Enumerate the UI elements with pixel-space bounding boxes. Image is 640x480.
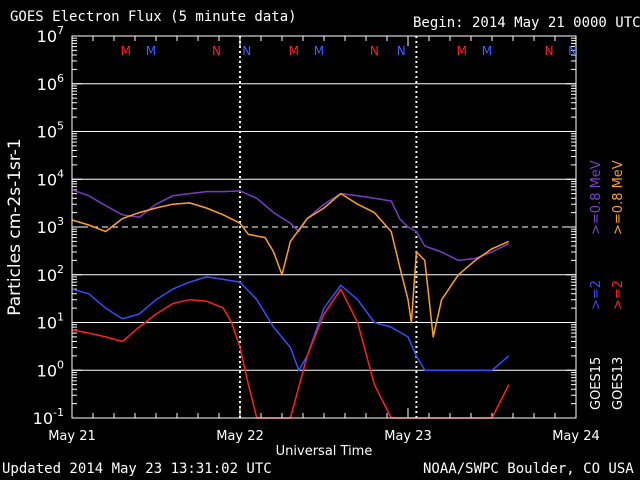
series-line bbox=[71, 192, 510, 338]
legend-2mev: >=2 bbox=[589, 280, 604, 310]
y-axis-label: Particles cm-2s-1sr-1 bbox=[5, 138, 25, 315]
x-tick-label: May 21 bbox=[48, 429, 96, 444]
legend-satellite: GOES15 bbox=[589, 357, 604, 410]
legend-entry: GOES15 >=2 >=0.8 MeV bbox=[589, 160, 604, 410]
mn-marker: N bbox=[370, 44, 379, 58]
series-line bbox=[71, 189, 510, 262]
mn-marker: M bbox=[457, 44, 467, 58]
mn-marker: M bbox=[482, 44, 492, 58]
series-line bbox=[71, 288, 510, 419]
updated-timestamp: Updated 2014 May 23 13:31:02 UTC bbox=[2, 461, 272, 477]
mn-marker: M bbox=[146, 44, 156, 58]
chart-title: GOES Electron Flux (5 minute data) bbox=[10, 9, 297, 25]
y-tick-label: 103 bbox=[37, 215, 64, 237]
x-tick-label: May 22 bbox=[216, 429, 264, 444]
y-tick-label: 107 bbox=[37, 24, 64, 46]
series-line bbox=[71, 276, 510, 372]
mn-marker: M bbox=[289, 44, 299, 58]
legend-entry: GOES13 >=2 >=0.8 MeV bbox=[611, 160, 626, 410]
legend-satellite: GOES13 bbox=[611, 357, 626, 410]
x-tick-label: May 23 bbox=[384, 429, 432, 444]
y-tick-label: 106 bbox=[37, 72, 64, 94]
legend-08mev: >=0.8 MeV bbox=[589, 160, 604, 235]
mn-marker: M bbox=[121, 44, 131, 58]
y-tick-label: 10-1 bbox=[33, 406, 64, 428]
y-tick-label: 105 bbox=[37, 120, 64, 142]
mn-marker: M bbox=[314, 44, 324, 58]
x-tick-label: May 24 bbox=[552, 429, 600, 444]
legend-08mev: >=0.8 MeV bbox=[611, 160, 626, 235]
y-tick-label: 102 bbox=[37, 263, 64, 285]
y-tick-label: 101 bbox=[37, 311, 64, 333]
legend-2mev: >=2 bbox=[611, 280, 626, 310]
begin-time-label: Begin: 2014 May 21 0000 UTC bbox=[413, 15, 640, 31]
x-axis-label: Universal Time bbox=[276, 444, 373, 459]
mn-marker: N bbox=[242, 44, 251, 58]
y-tick-label: 104 bbox=[37, 167, 64, 189]
mn-marker: N bbox=[397, 44, 406, 58]
source-credit: NOAA/SWPC Boulder, CO USA bbox=[423, 461, 634, 477]
mn-marker: N bbox=[568, 44, 577, 58]
mn-marker: N bbox=[212, 44, 221, 58]
mn-marker: N bbox=[545, 44, 554, 58]
y-tick-label: 100 bbox=[37, 358, 64, 380]
plot-frame bbox=[71, 35, 577, 419]
